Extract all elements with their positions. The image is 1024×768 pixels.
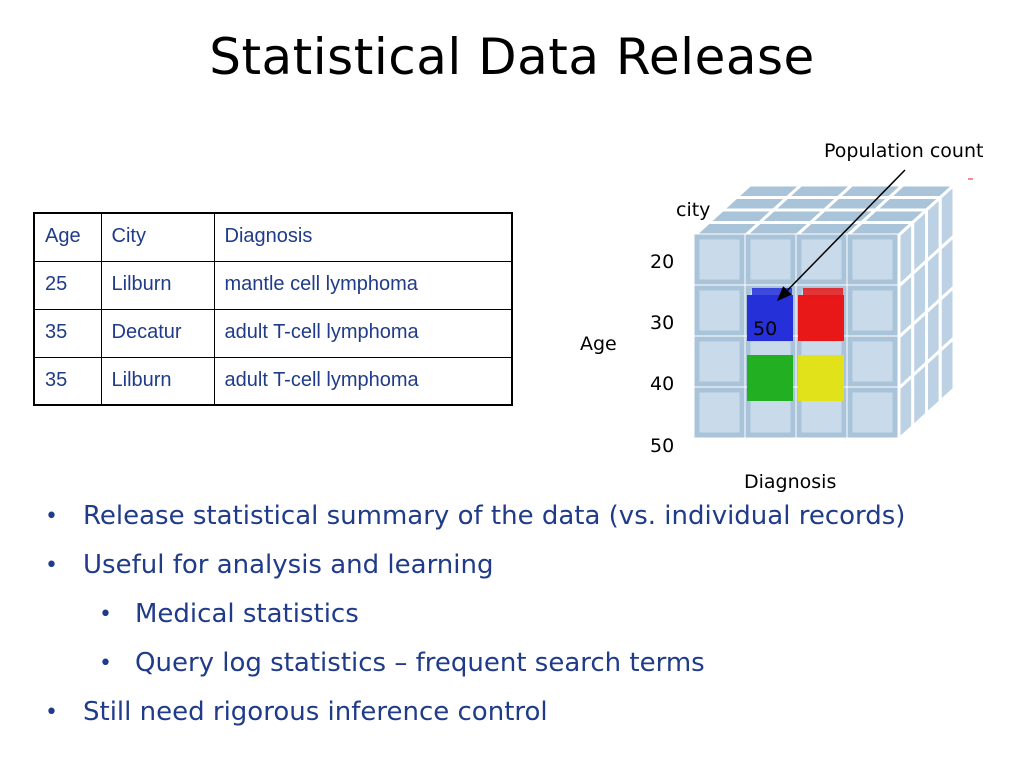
age-tick-20: 20 (650, 251, 674, 273)
cell-age: 25 (33, 260, 102, 310)
cell-age: 35 (33, 308, 102, 358)
cube-side-face (897, 181, 956, 443)
cube-front-cell (745, 234, 796, 285)
records-table: Age City Diagnosis 25 Lilburn mantle cel… (33, 212, 513, 406)
bullet-item: • Query log statistics – frequent search … (45, 639, 1005, 688)
bullet-text: Useful for analysis and learning (83, 550, 494, 580)
bullet-dot-icon: • (99, 651, 112, 676)
bullet-item: • Release statistical summary of the data… (45, 492, 1005, 541)
cube-side-cell (925, 347, 942, 418)
bullet-text: Still need rigorous inference control (83, 697, 548, 727)
cube-front-cell (694, 234, 745, 285)
bullet-text: Medical statistics (135, 599, 359, 629)
cube-front-cell (694, 336, 745, 387)
cube-front-face (694, 234, 898, 438)
diagnosis-axis-label: Diagnosis (744, 471, 836, 493)
cell-blue (747, 295, 793, 341)
highlight-value-label: 50 (753, 318, 777, 340)
header-diagnosis: Diagnosis (213, 212, 513, 262)
cube-front-cell (847, 336, 898, 387)
cube-front-cell (847, 387, 898, 438)
cube-front-cell (847, 285, 898, 336)
cell-diagnosis: mantle cell lymphoma (213, 260, 513, 310)
population-count-arrow (776, 169, 906, 302)
cell-diagnosis: adult T-cell lymphoma (213, 308, 513, 358)
table-row: 35 Decatur adult T-cell lymphoma (33, 308, 513, 358)
bullet-dot-icon: • (99, 602, 112, 627)
cell-red (798, 295, 844, 341)
cell-diagnosis: adult T-cell lymphoma (213, 356, 513, 406)
bullet-item: • Still need rigorous inference control (45, 688, 1005, 737)
population-count-label: Population count (824, 140, 983, 162)
age-axis-label: Age (580, 333, 617, 355)
data-cube-diagram: Population count city Age 20 30 40 50 Di… (580, 140, 983, 493)
cube-front-cell (694, 387, 745, 438)
bullet-dot-icon: • (45, 700, 58, 725)
bullet-list: • Release statistical summary of the data… (45, 492, 1005, 737)
age-tick-50: 50 (650, 435, 674, 457)
cell-city: Lilburn (100, 260, 215, 310)
cube-front-cell (694, 285, 745, 336)
table-row: 35 Lilburn adult T-cell lymphoma (33, 356, 513, 406)
bullet-item: • Medical statistics (45, 590, 1005, 639)
cell-city: Decatur (100, 308, 215, 358)
bullet-dot-icon: • (45, 504, 58, 529)
bullet-item: • Useful for analysis and learning (45, 541, 1005, 590)
cube-side-cell (911, 359, 928, 430)
bullet-text: Release statistical summary of the data … (83, 501, 906, 531)
table-row: 25 Lilburn mantle cell lymphoma (33, 260, 513, 310)
age-tick-30: 30 (650, 312, 674, 334)
bullet-text: Query log statistics – frequent search t… (135, 648, 705, 678)
cell-red-top (803, 288, 843, 298)
cell-yellow (798, 355, 844, 401)
cube-front-cell (847, 234, 898, 285)
header-age: Age (33, 212, 102, 262)
cube-side-cell (897, 372, 915, 443)
cell-green (747, 355, 793, 401)
bullet-dot-icon: • (45, 553, 58, 578)
city-axis-label: city (676, 199, 710, 221)
cell-blue-top (752, 288, 792, 298)
cube-side-cell (938, 334, 956, 405)
cell-city: Lilburn (100, 356, 215, 406)
age-tick-40: 40 (650, 373, 674, 395)
header-city: City (100, 212, 215, 262)
cube-front-cell (796, 234, 847, 285)
slide-title: Statistical Data Release (209, 28, 815, 86)
cell-age: 35 (33, 356, 102, 406)
table-header-row: Age City Diagnosis (33, 212, 513, 262)
